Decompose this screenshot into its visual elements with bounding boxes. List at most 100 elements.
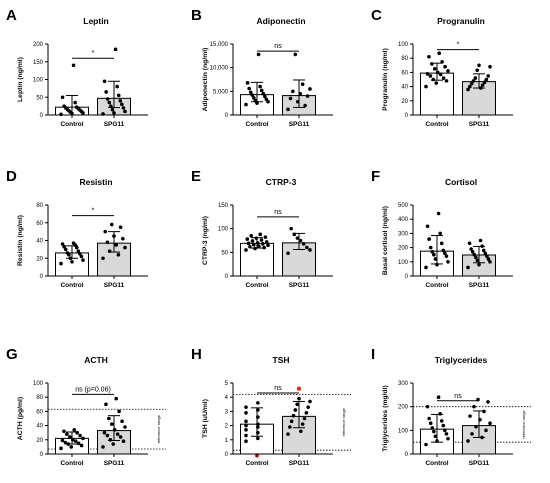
data-point (432, 429, 436, 434)
y-tick-label: 10,000 (210, 66, 229, 72)
y-tick-label: 80 (36, 395, 43, 401)
data-point (488, 64, 492, 69)
y-tick-label: 500 (398, 203, 409, 209)
y-tick-label: 0 (225, 113, 229, 119)
data-point (76, 441, 81, 446)
y-axis-label: Progranulin (ng/ml) (382, 48, 389, 111)
reference-range-label: reference range (521, 410, 526, 439)
data-point (114, 396, 118, 401)
data-point (250, 93, 255, 97)
y-tick-label: 20 (36, 438, 43, 444)
data-point (432, 252, 436, 257)
category-label: SPG11 (469, 282, 490, 289)
category-label: SPG11 (289, 460, 310, 467)
data-point (286, 432, 290, 436)
data-point (121, 106, 126, 110)
data-point (110, 222, 114, 227)
category-label: SPG11 (289, 121, 310, 128)
data-point (289, 226, 293, 231)
data-point (472, 252, 477, 257)
category-label: Control (245, 282, 268, 289)
data-point (104, 90, 108, 94)
data-point (299, 429, 303, 434)
y-tick-label: 80 (36, 203, 43, 209)
data-point (256, 52, 261, 57)
y-tick-label: 300 (398, 231, 409, 237)
data-point (123, 245, 127, 250)
y-axis-label: Triglycerides (mg/dl) (382, 385, 389, 451)
panel-letter: I (371, 346, 375, 363)
panel-letter: A (6, 7, 17, 24)
data-point (434, 81, 439, 85)
data-point (305, 94, 310, 98)
data-point (474, 424, 478, 429)
panel-h: H TSH TSH (uU/ml) reference range 0 1 2 3 4 5 Cont… (191, 346, 351, 467)
y-tick-label: 100 (33, 78, 44, 84)
panel-title: TSH (273, 355, 290, 365)
data-point (430, 62, 434, 66)
panel-i: I Triglycerides Triglycerides (mg/dl) refer… (371, 346, 531, 467)
data-point (424, 265, 428, 270)
data-point (481, 248, 486, 253)
data-point (304, 411, 309, 415)
y-tick-label: 50 (36, 95, 43, 101)
data-point (433, 434, 438, 439)
data-point (252, 96, 256, 100)
panel-letter: D (6, 168, 17, 185)
data-point (437, 51, 442, 56)
y-tick-label: 15,000 (210, 42, 229, 48)
data-point (262, 245, 266, 250)
panel-a: A Leptin Leptin (ng/ml) 0 50 100 150 200 Control… (6, 7, 148, 128)
data-point (441, 423, 446, 428)
significance-label: * (92, 208, 95, 215)
data-point (76, 249, 81, 253)
panel-f: F Cortisol Basal cortisol (ng/ml) 0 100 200 30… (371, 168, 513, 289)
data-point (468, 414, 472, 418)
category-label: Control (425, 121, 448, 128)
data-point (261, 242, 265, 246)
data-point (428, 245, 433, 250)
data-point (444, 254, 449, 258)
data-point (78, 433, 82, 438)
data-point (486, 257, 491, 261)
y-axis-label: CTRP-3 (ng/ml) (202, 216, 209, 265)
data-point (251, 242, 256, 247)
data-point (483, 251, 488, 256)
data-point (472, 404, 476, 409)
data-point (295, 402, 299, 407)
data-point (486, 74, 490, 78)
data-point (105, 433, 110, 438)
data-point (250, 239, 255, 243)
data-point (244, 102, 248, 107)
data-point (466, 439, 470, 443)
data-point (102, 79, 107, 84)
y-tick-label: 50 (221, 250, 228, 256)
data-point (73, 100, 77, 105)
data-point (259, 238, 264, 242)
data-point (248, 244, 252, 249)
data-point (115, 432, 120, 436)
data-point (446, 69, 450, 73)
y-tick-label: 0 (40, 452, 44, 458)
data-point (295, 236, 300, 240)
y-tick-label: 200 (398, 246, 409, 252)
data-point (102, 430, 107, 435)
category-label: SPG11 (104, 121, 125, 128)
data-point (74, 105, 79, 109)
data-point (484, 77, 489, 82)
category-label: Control (425, 282, 448, 289)
data-point (469, 81, 474, 86)
data-point (305, 245, 309, 250)
data-point (266, 243, 270, 248)
data-point (81, 436, 85, 441)
y-tick-label: 100 (398, 428, 409, 434)
y-tick-label: 100 (398, 42, 409, 48)
data-point (291, 413, 296, 418)
data-point (118, 99, 123, 103)
data-point (438, 72, 443, 77)
data-point (308, 399, 312, 404)
data-point (301, 242, 306, 246)
y-tick-label: 0 (40, 113, 44, 119)
y-tick-label: 100 (33, 381, 44, 387)
